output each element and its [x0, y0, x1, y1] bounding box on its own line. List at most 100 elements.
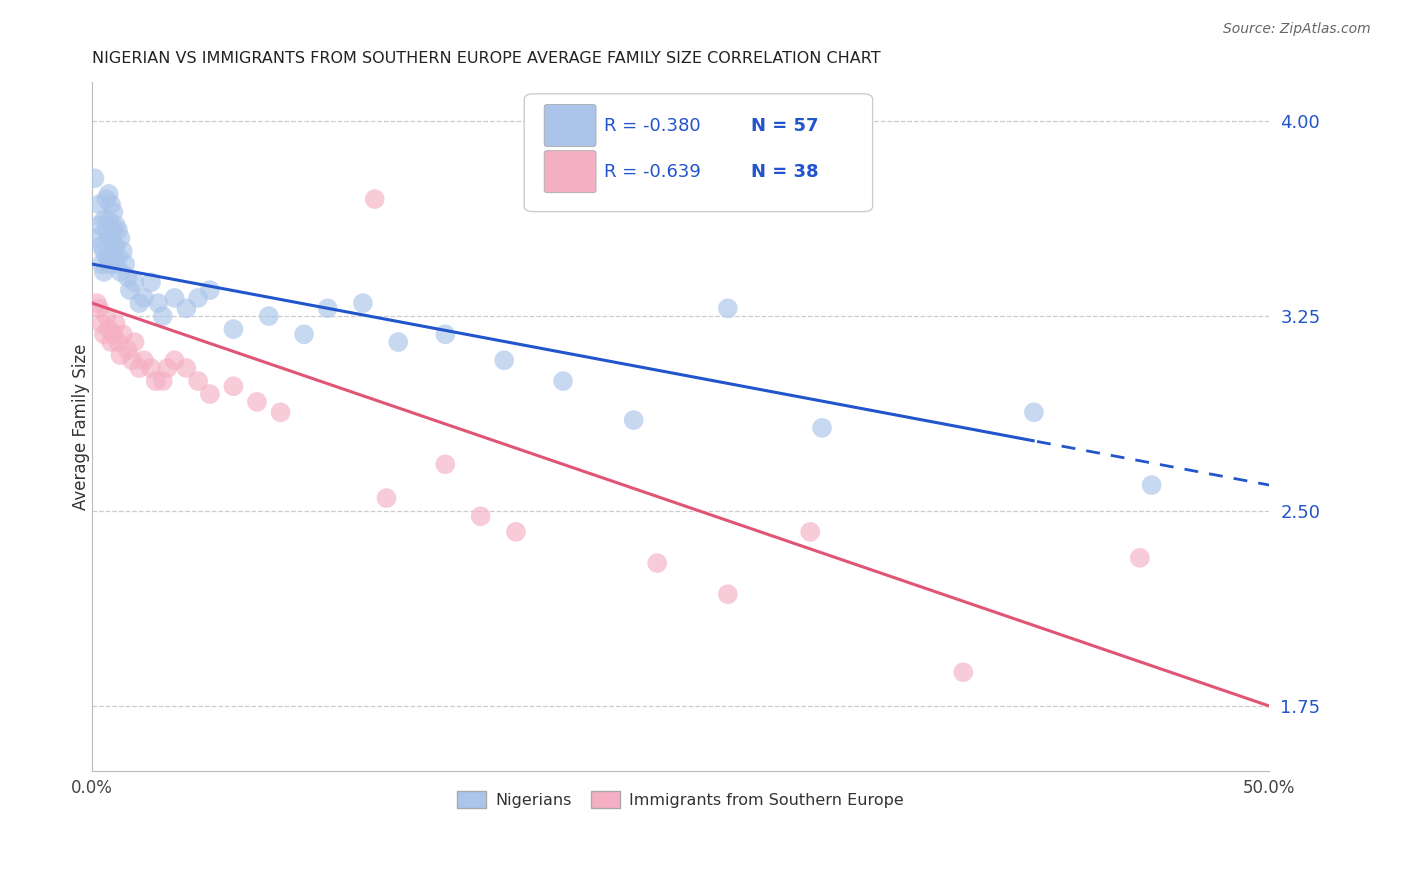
Point	[100, 231, 122, 245]
Point	[114, 257, 136, 271]
Point	[89, 218, 111, 232]
Point	[176, 301, 198, 316]
Point	[187, 291, 209, 305]
Point	[96, 223, 118, 237]
Point	[139, 275, 162, 289]
Point	[104, 317, 127, 331]
Point	[104, 239, 127, 253]
Point	[811, 421, 834, 435]
Point	[96, 192, 118, 206]
Point	[316, 301, 339, 316]
Point	[89, 301, 111, 316]
Point	[139, 361, 162, 376]
Point	[110, 265, 132, 279]
Point	[176, 361, 198, 376]
Point	[152, 374, 174, 388]
Point	[96, 309, 118, 323]
Point	[799, 524, 821, 539]
Point	[132, 291, 155, 305]
Point	[110, 348, 132, 362]
Point	[89, 197, 111, 211]
Text: N = 57: N = 57	[751, 117, 818, 135]
Point	[107, 223, 129, 237]
Point	[952, 665, 974, 680]
Point	[97, 322, 120, 336]
Point	[1140, 478, 1163, 492]
Point	[145, 374, 167, 388]
Point	[387, 335, 409, 350]
Point	[97, 257, 120, 271]
Point	[118, 283, 141, 297]
Point	[86, 296, 108, 310]
Point	[187, 374, 209, 388]
Point	[90, 239, 112, 253]
Point	[103, 205, 125, 219]
FancyBboxPatch shape	[544, 151, 596, 193]
Point	[163, 291, 186, 305]
Point	[623, 413, 645, 427]
FancyBboxPatch shape	[544, 104, 596, 146]
FancyBboxPatch shape	[524, 94, 873, 211]
Text: R = -0.380: R = -0.380	[605, 117, 700, 135]
Point	[352, 296, 374, 310]
Point	[434, 327, 457, 342]
Point	[93, 244, 115, 259]
Point	[551, 374, 574, 388]
Text: NIGERIAN VS IMMIGRANTS FROM SOUTHERN EUROPE AVERAGE FAMILY SIZE CORRELATION CHAR: NIGERIAN VS IMMIGRANTS FROM SOUTHERN EUR…	[93, 51, 880, 66]
Point	[717, 301, 740, 316]
Point	[86, 231, 108, 245]
Text: R = -0.639: R = -0.639	[605, 162, 702, 181]
Point	[1129, 550, 1152, 565]
Point	[363, 192, 385, 206]
Point	[100, 197, 122, 211]
Point	[107, 249, 129, 263]
Point	[146, 296, 169, 310]
Point	[198, 283, 221, 297]
Legend: Nigerians, Immigrants from Southern Europe: Nigerians, Immigrants from Southern Euro…	[451, 785, 911, 814]
Point	[128, 296, 150, 310]
Point	[97, 186, 120, 201]
Point	[90, 257, 112, 271]
Text: N = 38: N = 38	[751, 162, 820, 181]
Point	[222, 322, 245, 336]
Point	[121, 353, 143, 368]
Point	[107, 335, 129, 350]
Point	[434, 457, 457, 471]
Point	[103, 327, 125, 342]
Point	[128, 361, 150, 376]
Point	[111, 244, 134, 259]
Point	[96, 249, 118, 263]
Point	[103, 244, 125, 259]
Y-axis label: Average Family Size: Average Family Size	[72, 343, 90, 509]
Point	[1022, 405, 1045, 419]
Point	[375, 491, 398, 505]
Point	[156, 361, 179, 376]
Point	[103, 223, 125, 237]
Point	[93, 213, 115, 227]
Point	[110, 231, 132, 245]
Point	[152, 309, 174, 323]
Point	[222, 379, 245, 393]
Point	[93, 265, 115, 279]
Point	[83, 171, 105, 186]
Point	[124, 335, 146, 350]
Point	[132, 353, 155, 368]
Point	[93, 327, 115, 342]
Point	[111, 327, 134, 342]
Text: Source: ZipAtlas.com: Source: ZipAtlas.com	[1223, 22, 1371, 37]
Point	[198, 387, 221, 401]
Point	[163, 353, 186, 368]
Point	[246, 395, 269, 409]
Point	[292, 327, 315, 342]
Point	[97, 213, 120, 227]
Point	[104, 218, 127, 232]
Point	[717, 587, 740, 601]
Point	[100, 249, 122, 263]
Point	[470, 509, 492, 524]
Point	[117, 343, 139, 357]
Point	[494, 353, 516, 368]
Point	[104, 257, 127, 271]
Point	[505, 524, 527, 539]
Point	[257, 309, 280, 323]
Point	[645, 556, 668, 570]
